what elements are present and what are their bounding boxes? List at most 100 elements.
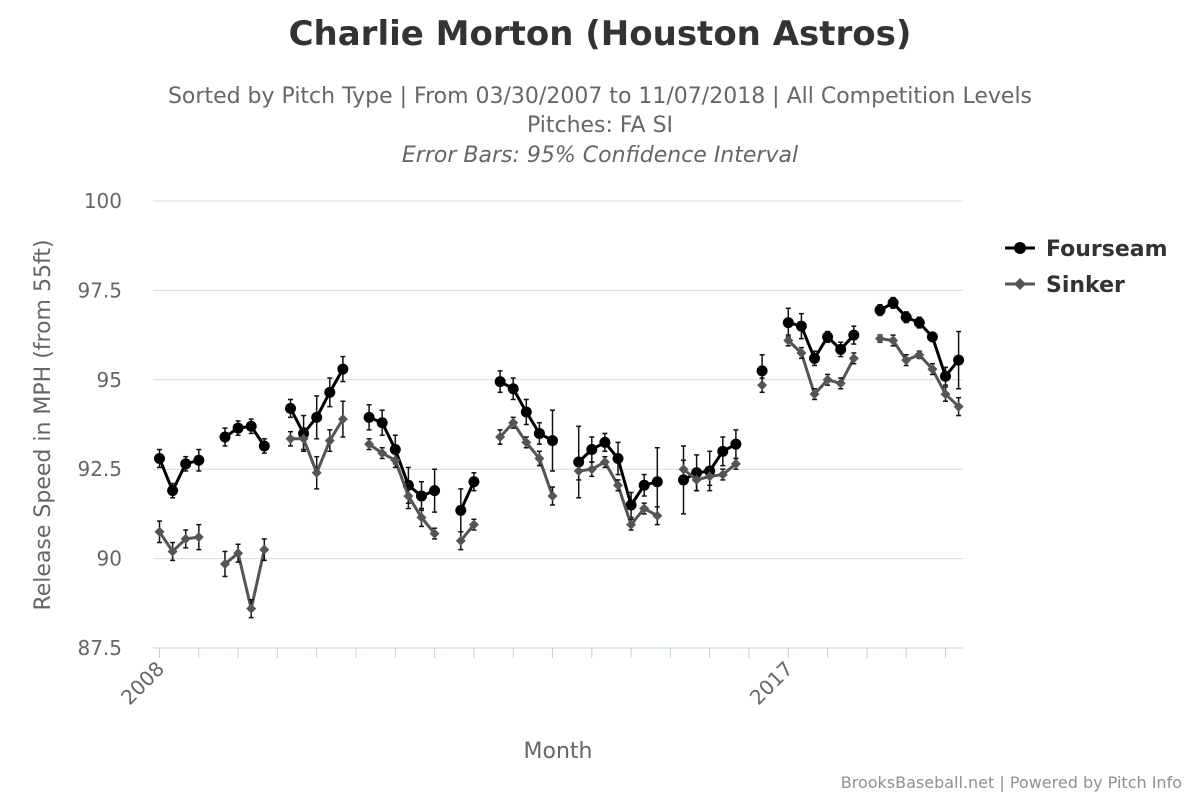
- legend-item-fourseam[interactable]: Fourseam: [1005, 237, 1168, 262]
- data-point: [888, 335, 899, 346]
- grid-lines: [153, 200, 963, 649]
- data-point: [626, 519, 637, 530]
- y-tick-label: 100: [84, 189, 122, 213]
- data-point: [875, 333, 885, 344]
- data-point: [416, 512, 427, 523]
- data-point: [900, 311, 912, 323]
- data-point: [717, 445, 729, 457]
- data-point: [586, 444, 598, 456]
- data-point: [757, 380, 768, 391]
- data-point: [508, 417, 519, 428]
- data-point: [324, 435, 335, 446]
- data-point: [377, 448, 388, 459]
- data-point: [940, 370, 951, 382]
- data-point: [534, 453, 545, 464]
- data-point: [376, 417, 388, 429]
- data-point: [639, 503, 650, 514]
- data-point: [416, 490, 427, 502]
- y-tick-label: 90: [97, 547, 122, 571]
- y-axis-ticks: 87.5 90 92.5 95 97.5 100: [77, 189, 122, 660]
- data-point: [625, 499, 637, 511]
- data-point: [390, 455, 401, 466]
- data-point: [835, 343, 847, 355]
- data-point: [704, 471, 715, 482]
- data-point: [927, 364, 938, 375]
- data-point: [730, 458, 741, 469]
- data-point: [547, 435, 558, 447]
- data-point: [926, 331, 938, 343]
- data-point: [258, 440, 270, 452]
- data-point: [180, 533, 191, 544]
- data-point: [220, 558, 230, 569]
- y-tick-label: 87.5: [77, 636, 122, 660]
- data-point: [586, 464, 597, 475]
- credit-text: BrooksBaseball.net | Powered by Pitch In…: [840, 773, 1182, 792]
- data-point: [848, 353, 859, 364]
- data-point: [573, 465, 584, 476]
- legend-item-sinker[interactable]: Sinker: [1005, 273, 1125, 298]
- data-point: [324, 386, 336, 398]
- series-line: [158, 457, 200, 493]
- data-point: [364, 439, 375, 450]
- data-point: [796, 347, 807, 358]
- series-line: [368, 415, 436, 498]
- series-line: [368, 442, 436, 535]
- series-line: [224, 549, 266, 611]
- data-point: [612, 452, 624, 464]
- data-point: [953, 401, 964, 412]
- data-point: [219, 431, 231, 443]
- x-axis-label: Month: [524, 739, 593, 764]
- data-point: [468, 519, 479, 530]
- data-point: [245, 420, 257, 432]
- data-point: [429, 528, 440, 539]
- data-point: [180, 458, 192, 470]
- data-point: [678, 474, 689, 486]
- chart-subtitle-error-bars: Error Bars: 95% Confidence Interval: [401, 143, 799, 168]
- data-point: [337, 363, 349, 375]
- data-point: [651, 476, 663, 488]
- data-point: [154, 452, 165, 464]
- data-point: [285, 433, 296, 444]
- data-point: [154, 526, 165, 537]
- data-point: [914, 349, 925, 360]
- x-tick-label: 2008: [116, 657, 169, 710]
- data-point: [337, 414, 348, 425]
- data-point: [652, 510, 663, 521]
- chart-subtitle-range: Sorted by Pitch Type | From 03/30/2007 t…: [167, 84, 1033, 109]
- chart-subtitle-pitches: Pitches: FA SI: [526, 113, 674, 138]
- x-tick-label: 2017: [745, 657, 798, 710]
- data-point: [940, 389, 951, 400]
- data-point: [259, 544, 270, 555]
- data-point: [495, 432, 506, 443]
- data-point: [795, 320, 807, 332]
- data-point: [246, 603, 257, 614]
- data-point: [874, 304, 886, 316]
- data-point: [782, 317, 794, 329]
- data-point: [468, 476, 480, 488]
- data-point: [822, 331, 834, 343]
- data-point: [429, 485, 441, 497]
- data-point: [953, 354, 965, 366]
- y-axis-label: Release Speed in MPH (from 55ft): [31, 239, 56, 610]
- data-point: [520, 406, 532, 418]
- legend-label-sinker: Sinker: [1046, 273, 1125, 298]
- data-point: [167, 546, 178, 557]
- data-point: [691, 474, 702, 485]
- data-point: [389, 444, 401, 456]
- data-point: [521, 437, 532, 448]
- chart-title: Charlie Morton (Houston Astros): [288, 14, 912, 54]
- data-point: [848, 329, 860, 341]
- data-point: [363, 411, 375, 423]
- legend: Fourseam Sinker: [1005, 237, 1168, 298]
- data-point: [533, 427, 545, 439]
- data-point: [232, 422, 244, 434]
- data-point: [193, 532, 204, 543]
- x-axis: 2008 2017: [116, 647, 963, 710]
- legend-label-fourseam: Fourseam: [1046, 237, 1168, 262]
- data-point: [455, 535, 466, 546]
- series-fourseam: [154, 296, 965, 533]
- data-point: [311, 467, 322, 478]
- data-point: [717, 469, 728, 480]
- data-point: [599, 457, 610, 468]
